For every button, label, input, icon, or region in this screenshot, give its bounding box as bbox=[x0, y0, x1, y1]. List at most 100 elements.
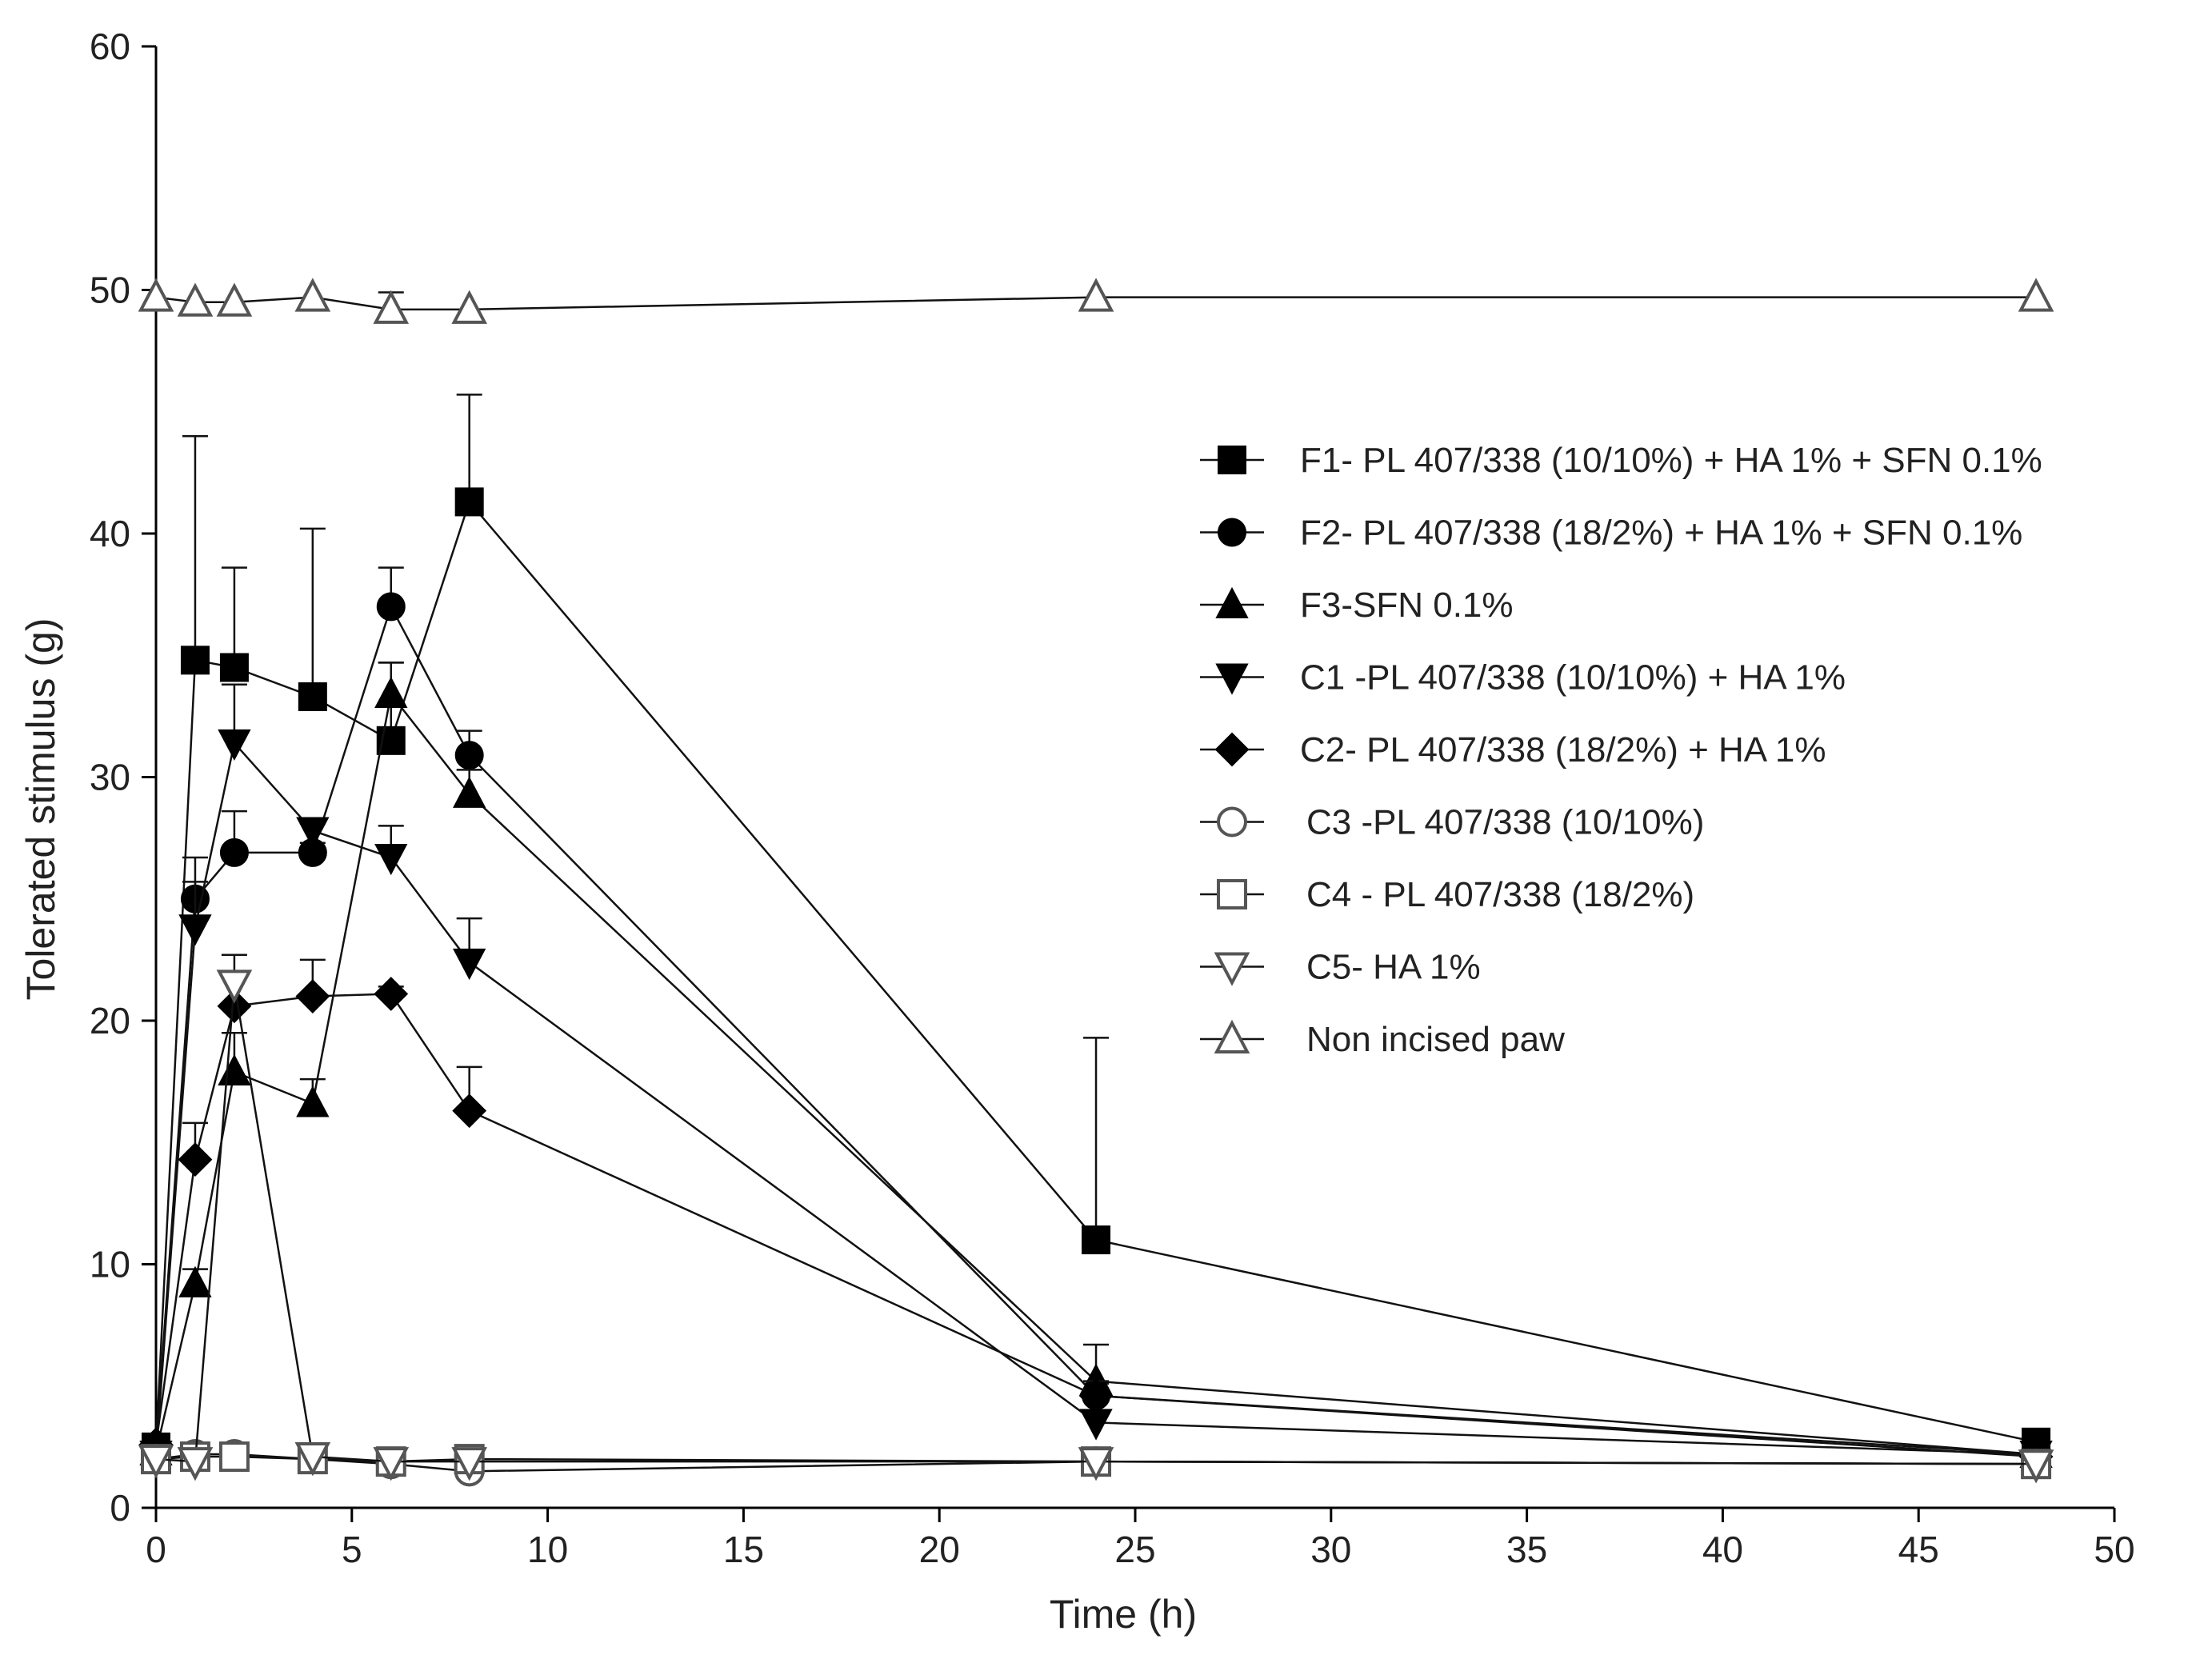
series-f1-pl-407-338-10-10-ha-1-sfn-0-1 bbox=[142, 394, 2051, 1461]
data-point bbox=[1079, 1409, 1113, 1441]
data-point bbox=[1078, 278, 1114, 312]
data-point bbox=[374, 843, 408, 876]
x-tick-label: 10 bbox=[527, 1529, 568, 1570]
y-axis-title: Tolerated stimulus (g) bbox=[18, 618, 63, 1001]
data-point bbox=[452, 1093, 487, 1129]
data-point bbox=[453, 776, 486, 808]
data-point bbox=[374, 676, 408, 708]
series-non-incised-paw bbox=[138, 278, 2054, 324]
data-point bbox=[1082, 1225, 1111, 1255]
x-tick-label: 15 bbox=[723, 1529, 764, 1570]
x-tick-label: 25 bbox=[1114, 1529, 1155, 1570]
data-point bbox=[177, 282, 214, 317]
legend-label: C4 - PL 407/338 (18/2%) bbox=[1306, 875, 1694, 914]
legend-marker bbox=[1215, 663, 1249, 695]
legend-label: C2- PL 407/338 (18/2%) + HA 1% bbox=[1300, 730, 1826, 770]
data-point bbox=[451, 1447, 487, 1481]
data-point bbox=[138, 1445, 174, 1479]
data-point bbox=[454, 487, 484, 517]
data-point bbox=[454, 741, 484, 770]
data-point bbox=[453, 948, 486, 981]
data-point bbox=[374, 977, 409, 1011]
legend-marker bbox=[1215, 586, 1249, 618]
y-tick-label: 40 bbox=[90, 513, 130, 554]
data-point bbox=[180, 646, 210, 675]
data-point bbox=[1078, 1378, 1114, 1413]
data-point bbox=[178, 914, 212, 946]
legend-label: C1 -PL 407/338 (10/10%) + HA 1% bbox=[1300, 658, 1846, 698]
data-point bbox=[1078, 1447, 1114, 1481]
data-point bbox=[218, 729, 251, 762]
series-f2-pl-407-338-18-2-ha-1-sfn-0-1 bbox=[142, 566, 2051, 1469]
legend-item-f3-sfn-0-1: F3-SFN 0.1% bbox=[1200, 586, 1514, 625]
legend-marker bbox=[1217, 806, 1247, 837]
data-point bbox=[376, 592, 406, 622]
x-tick-label: 5 bbox=[342, 1529, 362, 1570]
data-point bbox=[177, 1447, 214, 1481]
x-tick-label: 35 bbox=[1506, 1529, 1547, 1570]
legend-marker bbox=[1214, 732, 1250, 767]
legend-label: F2- PL 407/338 (18/2%) + HA 1% + SFN 0.1… bbox=[1300, 514, 2022, 553]
data-point bbox=[451, 290, 487, 324]
y-tick-label: 20 bbox=[90, 1000, 130, 1041]
legend-marker bbox=[1214, 1019, 1250, 1053]
data-point bbox=[298, 682, 327, 712]
x-axis-title: Time (h) bbox=[1050, 1592, 1197, 1637]
data-point bbox=[216, 282, 253, 317]
data-point bbox=[294, 1442, 331, 1477]
legend-label: C3 -PL 407/338 (10/10%) bbox=[1306, 803, 1704, 842]
data-point bbox=[373, 290, 410, 324]
legend-item-c1-pl-407-338-10-10-ha-1: C1 -PL 407/338 (10/10%) + HA 1% bbox=[1200, 658, 1846, 698]
series-c2-pl-407-338-18-2-ha-1-line bbox=[154, 993, 2037, 1458]
legend-item-c3-pl-407-338-10-10: C3 -PL 407/338 (10/10%) bbox=[1200, 803, 1704, 842]
data-point bbox=[217, 989, 252, 1024]
y-tick-label: 0 bbox=[110, 1487, 130, 1529]
data-point bbox=[218, 1441, 250, 1473]
series-f3-sfn-0-1-line bbox=[154, 692, 2037, 1456]
x-tick-label: 40 bbox=[1702, 1529, 1743, 1570]
x-tick-label: 45 bbox=[1898, 1529, 1939, 1570]
legend-label: Non incised paw bbox=[1306, 1020, 1565, 1059]
series-c5-ha-1-line bbox=[155, 984, 2037, 1465]
axes-group: 0 5 10 15 20 25 30 35 40 45 50 0 10 20 30 40 50 60 Time (h… bbox=[18, 26, 2135, 1637]
data-point bbox=[373, 1447, 410, 1481]
legend-item-non-incised-paw: Non incised paw bbox=[1200, 1019, 1565, 1059]
x-tick-label: 50 bbox=[2094, 1529, 2134, 1570]
data-point bbox=[219, 653, 249, 682]
series-c1-pl-407-338-10-10-ha-1-line bbox=[154, 741, 2037, 1456]
legend-item-c2-pl-407-338-18-2-ha-1: C2- PL 407/338 (18/2%) + HA 1% bbox=[1200, 730, 1826, 770]
legend-label: F1- PL 407/338 (10/10%) + HA 1% + SFN 0.… bbox=[1300, 441, 2042, 480]
data-point bbox=[294, 278, 331, 312]
series-f1-pl-407-338-10-10-ha-1-sfn-0-1-line bbox=[154, 499, 2037, 1447]
x-tick-label: 20 bbox=[919, 1529, 960, 1570]
y-tick-label: 60 bbox=[90, 26, 130, 67]
x-tick-label: 30 bbox=[1310, 1529, 1351, 1570]
data-point bbox=[178, 1265, 212, 1297]
legend-item-c5-ha-1: C5- HA 1% bbox=[1200, 948, 1481, 987]
data-point bbox=[296, 1085, 330, 1117]
legend-marker bbox=[1218, 446, 1246, 474]
data-point bbox=[2018, 278, 2054, 312]
legend-label: F3-SFN 0.1% bbox=[1300, 586, 1514, 625]
y-tick-label: 30 bbox=[90, 757, 130, 798]
data-point bbox=[295, 979, 330, 1013]
y-tick-label: 10 bbox=[90, 1244, 130, 1285]
y-tick-label: 50 bbox=[90, 270, 130, 311]
data-point bbox=[2018, 1449, 2054, 1484]
legend-marker bbox=[1214, 952, 1250, 986]
data-point bbox=[216, 969, 253, 1004]
x-tick-label: 0 bbox=[146, 1529, 166, 1570]
data-point bbox=[178, 1142, 213, 1177]
legend-marker bbox=[1218, 518, 1246, 547]
legend-label: C5- HA 1% bbox=[1306, 948, 1481, 987]
series-c5-ha-1 bbox=[138, 953, 2054, 1484]
data-point bbox=[296, 817, 330, 849]
legend-item-c4-pl-407-338-18-2: C4 - PL 407/338 (18/2%) bbox=[1200, 875, 1694, 914]
data-point bbox=[138, 278, 174, 312]
data-point bbox=[219, 837, 249, 867]
legend-item-f2-pl-407-338-18-2-ha-1-sfn-0-1: F2- PL 407/338 (18/2%) + HA 1% + SFN 0.1… bbox=[1200, 514, 2022, 553]
legend-item-f1-pl-407-338-10-10-ha-1-sfn-0-1: F1- PL 407/338 (10/10%) + HA 1% + SFN 0.… bbox=[1200, 441, 2042, 480]
legend-marker bbox=[1217, 879, 1247, 909]
